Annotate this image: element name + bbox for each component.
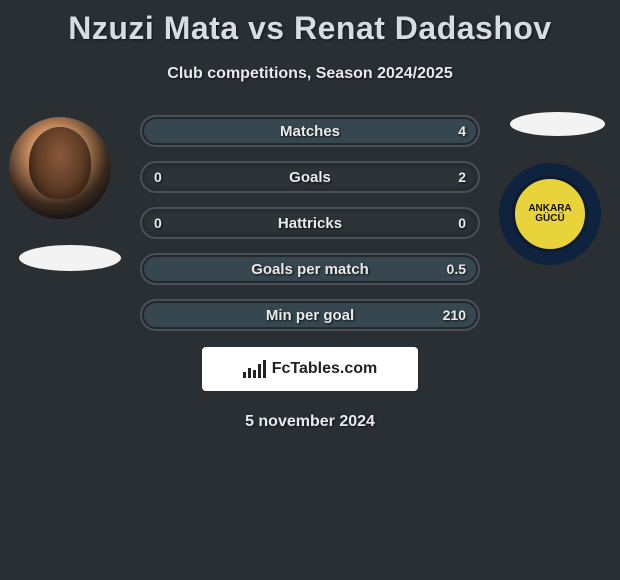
comparison-content: ANKARA GÜCÜ Matches 4 0 Goals 2 0 Hattricks 0 Go… [0, 115, 620, 431]
stats-list: Matches 4 0 Goals 2 0 Hattricks 0 Goals per matc… [140, 115, 480, 331]
stat-label: Matches [280, 123, 340, 140]
stat-value-left: 0 [154, 169, 162, 185]
club-badge-text: ANKARA GÜCÜ [512, 176, 588, 252]
stat-value-right: 0 [458, 215, 466, 231]
date-label: 5 november 2024 [0, 413, 620, 431]
page-title: Nzuzi Mata vs Renat Dadashov [0, 0, 620, 47]
stat-value-right: 2 [458, 169, 466, 185]
stat-label: Goals per match [251, 261, 369, 278]
stat-value-left: 0 [154, 215, 162, 231]
stat-row: 0 Goals 2 [140, 161, 480, 193]
page-subtitle: Club competitions, Season 2024/2025 [0, 65, 620, 83]
stat-value-right: 210 [443, 307, 466, 323]
player-left-flag-pill [19, 245, 121, 271]
stat-label: Min per goal [266, 307, 354, 324]
stat-row: Matches 4 [140, 115, 480, 147]
player-right-flag-pill [510, 112, 605, 136]
player-left-avatar [9, 117, 111, 219]
stat-label: Hattricks [278, 215, 342, 232]
club-right-badge: ANKARA GÜCÜ [499, 163, 601, 265]
stat-row: 0 Hattricks 0 [140, 207, 480, 239]
stat-row: Goals per match 0.5 [140, 253, 480, 285]
site-logo-box: FcTables.com [202, 347, 418, 391]
site-logo-text: FcTables.com [272, 360, 378, 378]
stat-value-right: 0.5 [447, 261, 466, 277]
logo-bars-icon [243, 360, 266, 378]
stat-value-right: 4 [458, 123, 466, 139]
stat-label: Goals [289, 169, 331, 186]
stat-row: Min per goal 210 [140, 299, 480, 331]
